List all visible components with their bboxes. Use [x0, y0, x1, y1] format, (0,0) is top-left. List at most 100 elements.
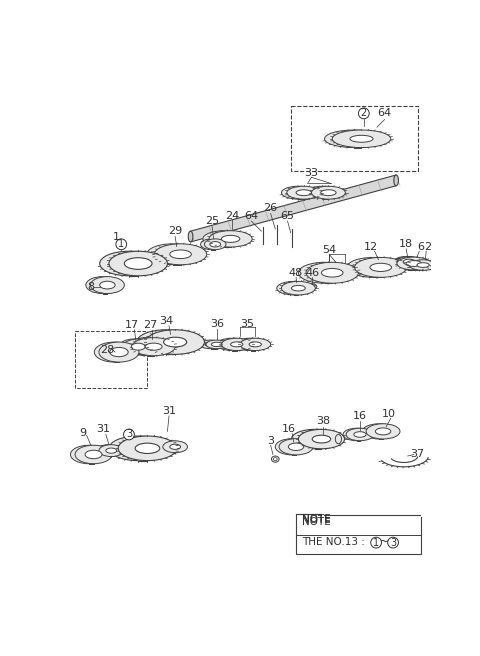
Ellipse shape	[123, 339, 154, 354]
Ellipse shape	[409, 260, 437, 270]
Ellipse shape	[205, 342, 216, 346]
Text: 1: 1	[113, 232, 120, 241]
Ellipse shape	[170, 250, 192, 258]
Ellipse shape	[118, 436, 177, 461]
Ellipse shape	[217, 338, 248, 350]
Text: THE NO.13 :: THE NO.13 :	[302, 537, 368, 547]
Ellipse shape	[308, 284, 317, 289]
Text: 35: 35	[240, 319, 254, 329]
Ellipse shape	[296, 190, 312, 195]
Circle shape	[371, 537, 382, 548]
Ellipse shape	[188, 231, 193, 242]
Bar	[296, 514, 421, 554]
Ellipse shape	[75, 445, 112, 464]
Ellipse shape	[146, 330, 204, 354]
Ellipse shape	[127, 343, 141, 350]
Text: 37: 37	[410, 449, 424, 459]
Ellipse shape	[206, 241, 217, 247]
Ellipse shape	[135, 443, 160, 453]
Ellipse shape	[210, 241, 221, 247]
Ellipse shape	[235, 338, 266, 350]
Ellipse shape	[350, 135, 373, 142]
Ellipse shape	[95, 281, 110, 289]
Circle shape	[388, 537, 398, 548]
Ellipse shape	[273, 458, 277, 461]
Ellipse shape	[119, 339, 150, 354]
Text: 3: 3	[267, 436, 274, 445]
Polygon shape	[191, 175, 396, 242]
Ellipse shape	[324, 130, 383, 148]
Ellipse shape	[109, 251, 168, 276]
Text: 64: 64	[244, 211, 258, 221]
Ellipse shape	[124, 256, 133, 270]
Ellipse shape	[206, 340, 228, 349]
Ellipse shape	[160, 441, 184, 453]
Ellipse shape	[375, 428, 391, 435]
Circle shape	[123, 429, 134, 440]
Text: 1: 1	[373, 538, 379, 548]
Text: 26: 26	[264, 203, 278, 213]
Ellipse shape	[321, 190, 336, 195]
Ellipse shape	[406, 260, 421, 266]
Ellipse shape	[86, 277, 120, 293]
Text: 8: 8	[87, 281, 94, 292]
Ellipse shape	[397, 256, 421, 268]
Ellipse shape	[394, 175, 398, 186]
Text: 3: 3	[126, 430, 132, 440]
Text: 48: 48	[289, 268, 303, 277]
Ellipse shape	[417, 262, 429, 268]
Ellipse shape	[170, 444, 180, 449]
Text: 64: 64	[378, 108, 392, 118]
Text: 33: 33	[304, 169, 318, 178]
Ellipse shape	[277, 281, 311, 295]
Ellipse shape	[336, 434, 341, 443]
Text: 38: 38	[316, 417, 330, 426]
Ellipse shape	[99, 445, 123, 457]
Ellipse shape	[106, 448, 117, 453]
Ellipse shape	[370, 263, 392, 272]
Ellipse shape	[287, 186, 321, 199]
Ellipse shape	[299, 262, 351, 283]
Ellipse shape	[164, 337, 187, 347]
Ellipse shape	[299, 430, 345, 449]
Ellipse shape	[96, 445, 120, 457]
Text: 18: 18	[399, 239, 413, 249]
Ellipse shape	[346, 428, 374, 441]
Text: 46: 46	[305, 268, 319, 277]
Text: 2: 2	[360, 108, 367, 118]
Ellipse shape	[90, 277, 124, 293]
Ellipse shape	[204, 239, 226, 250]
Text: 31: 31	[96, 424, 110, 434]
Ellipse shape	[406, 260, 433, 270]
Text: 31: 31	[162, 406, 176, 417]
Text: 10: 10	[382, 409, 396, 419]
Ellipse shape	[230, 342, 243, 347]
Ellipse shape	[394, 256, 419, 268]
Text: 16: 16	[353, 411, 367, 421]
Ellipse shape	[124, 258, 152, 270]
Ellipse shape	[100, 281, 115, 289]
Ellipse shape	[203, 231, 246, 247]
Text: 34: 34	[159, 316, 173, 326]
Text: 65: 65	[281, 211, 295, 221]
Ellipse shape	[126, 338, 169, 356]
Ellipse shape	[155, 244, 207, 265]
Ellipse shape	[85, 450, 102, 459]
Text: 9: 9	[79, 428, 86, 438]
Ellipse shape	[211, 342, 222, 346]
Ellipse shape	[147, 244, 199, 265]
Ellipse shape	[392, 257, 425, 270]
Ellipse shape	[285, 443, 300, 451]
Text: NOTE: NOTE	[302, 514, 331, 524]
Ellipse shape	[163, 441, 188, 453]
Circle shape	[116, 239, 127, 250]
Ellipse shape	[347, 257, 399, 277]
Ellipse shape	[362, 424, 396, 439]
Ellipse shape	[81, 450, 97, 459]
Ellipse shape	[201, 239, 222, 250]
Ellipse shape	[351, 432, 363, 438]
Circle shape	[359, 108, 369, 119]
Ellipse shape	[279, 439, 313, 455]
Ellipse shape	[403, 259, 415, 265]
Text: 27: 27	[143, 320, 157, 330]
